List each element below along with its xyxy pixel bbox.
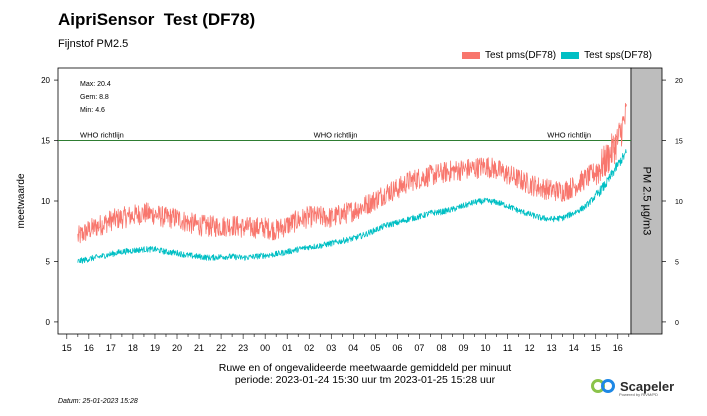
stats-text-gem: Gem: 8.8 [80, 94, 109, 101]
facet-strip-label: PM 2.5 µg/m3 [641, 167, 653, 236]
x-tick-label: 03 [326, 343, 336, 353]
x-axis-caption-line1: Ruwe en of ongevalideerde meetwaarde gem… [218, 362, 512, 374]
facet-strip [630, 67, 663, 335]
x-tick-label: 08 [436, 343, 446, 353]
x-tick-label: 16 [84, 343, 94, 353]
scapeler-logo-icon [591, 379, 615, 393]
y-tick-label-left: 20 [41, 76, 50, 85]
legend-swatch-pms [462, 52, 480, 59]
x-axis-caption: Ruwe en of ongevalideerde meetwaarde gem… [155, 362, 575, 386]
y-axis-label: meetwaarde [16, 173, 27, 228]
who-reference-label: WHO richtlijn [547, 131, 591, 140]
who-reference-label: WHO richtlijn [80, 131, 124, 140]
y-tick-label-right: 20 [675, 78, 683, 85]
stats-text-max: Max: 20.4 [80, 81, 111, 88]
x-tick-label: 00 [260, 343, 270, 353]
x-axis-caption-line2: periode: 2023-01-24 15:30 uur tm 2023-01… [234, 374, 496, 386]
x-tick-label: 11 [503, 343, 512, 353]
x-tick-label: 01 [282, 343, 292, 353]
x-tick-label: 05 [370, 343, 380, 353]
series-line-sps [77, 149, 627, 264]
x-tick-label: 15 [591, 343, 601, 353]
series-line-pms [77, 102, 627, 244]
plot-frame [57, 67, 632, 335]
x-tick-label: 21 [194, 343, 204, 353]
y-tick-label-left: 15 [41, 137, 50, 146]
y-tick-label-left: 10 [41, 197, 50, 206]
footer-date: Datum: 25-01-2023 15:28 [58, 398, 138, 405]
x-tick-label: 12 [525, 343, 535, 353]
y-tick-label-right: 0 [675, 320, 679, 327]
chart-title: AipriSensor Test (DF78) [58, 10, 256, 29]
y-tick-label-left: 5 [46, 257, 51, 266]
y-tick-label-left: 0 [46, 318, 51, 327]
x-tick-label: 10 [481, 343, 491, 353]
x-tick-label: 23 [238, 343, 248, 353]
scapeler-logo: Scapeler Powered by RIVM/PD [591, 377, 675, 397]
x-tick-label: 09 [458, 343, 468, 353]
scapeler-logo-tagline: Powered by RIVM/PD [619, 392, 658, 397]
x-tick-label: 15 [62, 343, 72, 353]
legend-swatch-sps [561, 52, 580, 59]
x-tick-label: 02 [304, 343, 314, 353]
chart-subtitle: Fijnstof PM2.5 [58, 38, 129, 50]
who-reference-label: WHO richtlijn [314, 131, 358, 140]
stats-text-min: Min: 4.6 [80, 107, 105, 114]
x-tick-label: 14 [569, 343, 579, 353]
x-tick-label: 04 [348, 343, 358, 353]
legend: Test pms(DF78) Test sps(DF78) [462, 50, 652, 61]
x-tick-label: 06 [392, 343, 402, 353]
x-tick-label: 20 [172, 343, 182, 353]
x-tick-label: 19 [150, 343, 160, 353]
x-tick-label: 16 [613, 343, 623, 353]
y-tick-label-right: 5 [675, 259, 679, 266]
legend-label-pms: Test pms(DF78) [485, 50, 557, 61]
y-tick-label-right: 10 [675, 199, 683, 206]
x-tick-label: 18 [128, 343, 138, 353]
x-tick-label: 07 [414, 343, 424, 353]
x-tick-label: 13 [547, 343, 557, 353]
x-tick-label: 22 [216, 343, 226, 353]
legend-label-sps: Test sps(DF78) [584, 50, 652, 61]
y-tick-label-right: 15 [675, 139, 683, 146]
x-tick-label: 17 [106, 343, 116, 353]
scapeler-logo-name: Scapeler [620, 378, 675, 394]
